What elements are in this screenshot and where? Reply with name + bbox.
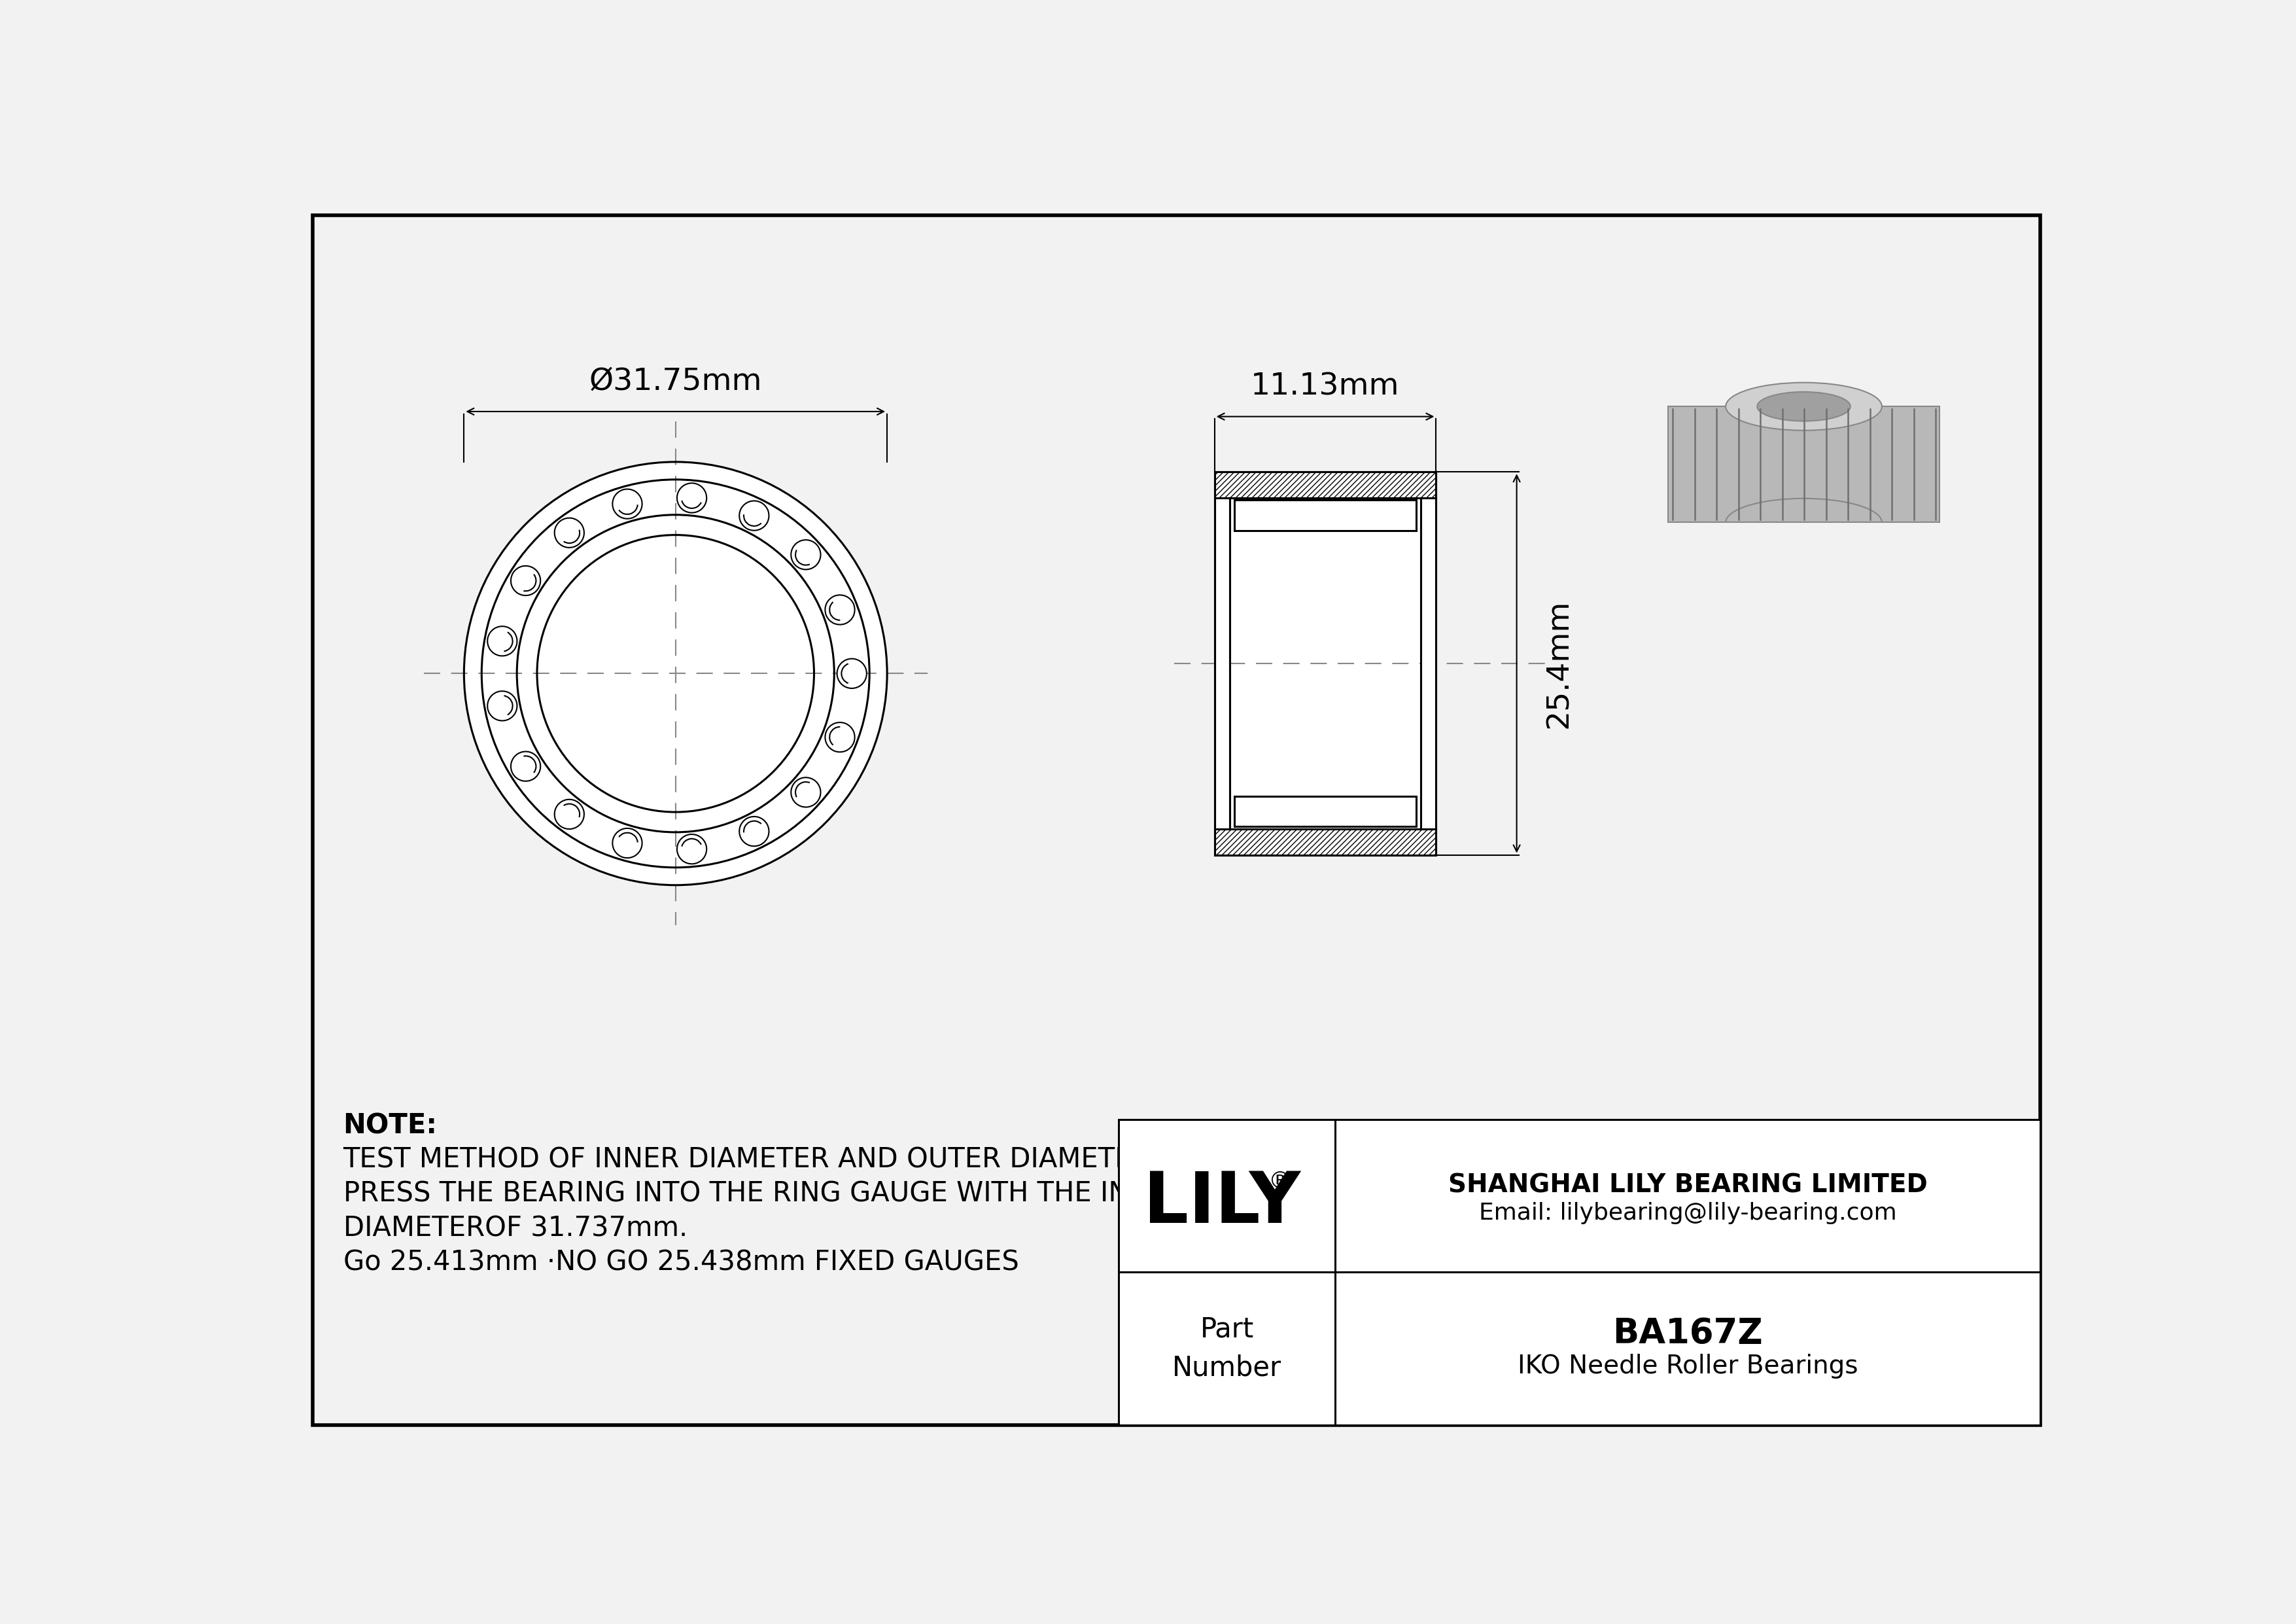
Ellipse shape — [677, 835, 707, 864]
Ellipse shape — [510, 752, 540, 781]
Text: SHANGHAI LILY BEARING LIMITED: SHANGHAI LILY BEARING LIMITED — [1449, 1173, 1929, 1199]
Ellipse shape — [556, 799, 583, 828]
Bar — [1235, 500, 1417, 531]
Ellipse shape — [613, 489, 643, 518]
Bar — [1667, 406, 1940, 523]
Bar — [1215, 473, 1435, 854]
Bar — [1118, 1119, 2041, 1426]
Ellipse shape — [824, 723, 854, 752]
Bar — [1421, 499, 1435, 828]
Bar — [1215, 828, 1435, 854]
Ellipse shape — [487, 627, 517, 656]
Ellipse shape — [1727, 383, 1883, 430]
Text: 25.4mm: 25.4mm — [1545, 599, 1573, 728]
Ellipse shape — [792, 539, 820, 570]
Ellipse shape — [556, 518, 583, 547]
Text: Email: lilybearing@lily-bearing.com: Email: lilybearing@lily-bearing.com — [1479, 1202, 1896, 1224]
Ellipse shape — [739, 500, 769, 531]
Text: NOTE:: NOTE: — [342, 1112, 436, 1140]
Text: DIAMETEROF 31.737mm.: DIAMETEROF 31.737mm. — [342, 1215, 687, 1242]
Bar — [1235, 796, 1417, 827]
Text: PRESS THE BEARING INTO THE RING GAUGE WITH THE INNER: PRESS THE BEARING INTO THE RING GAUGE WI… — [342, 1181, 1185, 1208]
Text: ®: ® — [1267, 1171, 1293, 1192]
Ellipse shape — [739, 817, 769, 846]
Text: BA167Z: BA167Z — [1612, 1317, 1763, 1351]
Text: TEST METHOD OF INNER DIAMETER AND OUTER DIAMETER.: TEST METHOD OF INNER DIAMETER AND OUTER … — [342, 1147, 1159, 1174]
Ellipse shape — [824, 594, 854, 625]
Ellipse shape — [792, 778, 820, 807]
Ellipse shape — [510, 565, 540, 596]
Ellipse shape — [1756, 391, 1851, 421]
Text: Ø31.75mm: Ø31.75mm — [590, 367, 762, 396]
Bar — [1215, 499, 1231, 828]
Bar — [1215, 473, 1435, 499]
Circle shape — [464, 461, 886, 885]
Text: IKO Needle Roller Bearings: IKO Needle Roller Bearings — [1518, 1354, 1857, 1379]
Ellipse shape — [487, 692, 517, 721]
Bar — [1215, 473, 1435, 854]
Text: 11.13mm: 11.13mm — [1251, 372, 1401, 401]
Text: Go 25.413mm ·NO GO 25.438mm FIXED GAUGES: Go 25.413mm ·NO GO 25.438mm FIXED GAUGES — [342, 1249, 1019, 1276]
Text: LILY: LILY — [1143, 1168, 1300, 1237]
Ellipse shape — [677, 482, 707, 513]
Ellipse shape — [613, 828, 643, 857]
Ellipse shape — [838, 659, 866, 689]
Text: Part
Number: Part Number — [1173, 1315, 1281, 1382]
